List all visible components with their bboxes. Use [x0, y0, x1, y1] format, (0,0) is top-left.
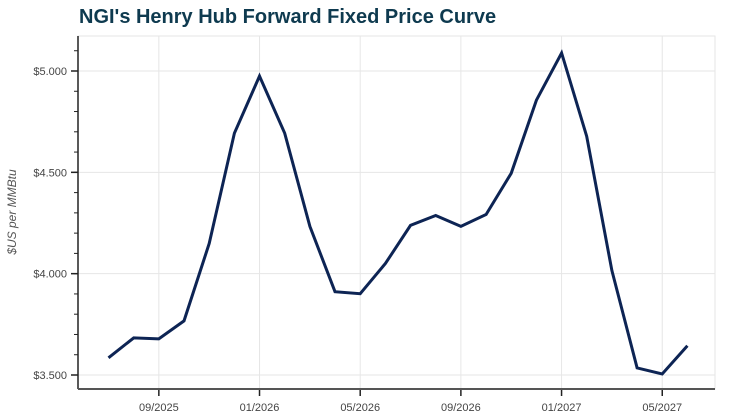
- chart-title: NGI's Henry Hub Forward Fixed Price Curv…: [79, 6, 497, 28]
- x-tick-label: 05/2027: [642, 402, 682, 414]
- y-axis-label: $US per MMBtu: [5, 169, 19, 256]
- y-tick-label: $4.500: [33, 167, 67, 179]
- y-tick-label: $4.000: [33, 269, 67, 281]
- x-tick-label: 09/2025: [139, 402, 179, 414]
- y-tick-label: $3.500: [33, 370, 67, 382]
- price-curve-line: [107, 49, 689, 376]
- y-axis: $3.500 $4.000 $4.500 $5.000: [33, 36, 79, 389]
- x-tick-label: 01/2026: [240, 402, 280, 414]
- x-tick-label: 01/2027: [542, 402, 582, 414]
- x-axis: 09/2025 01/2026 05/2026 09/2026 01/2027 05/20…: [78, 388, 715, 414]
- gridlines: [78, 36, 715, 389]
- plot-area: [77, 35, 716, 390]
- x-tick-label: 09/2026: [441, 402, 481, 414]
- x-tick-label: 05/2026: [340, 402, 380, 414]
- y-tick-label: $5.000: [33, 66, 67, 78]
